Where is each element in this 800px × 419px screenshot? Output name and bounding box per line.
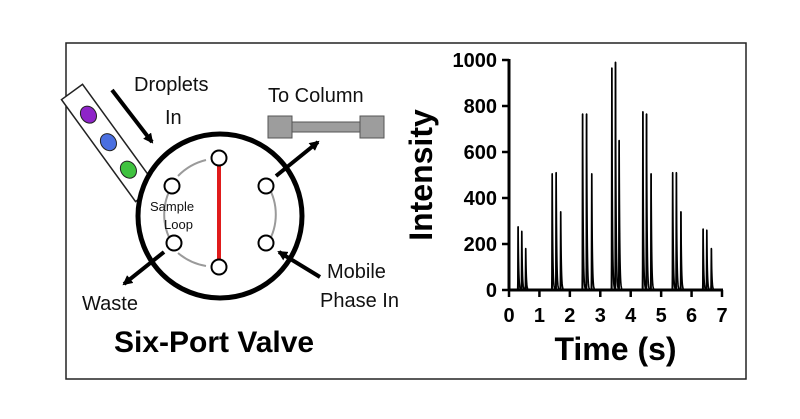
- x-tick-label: 7: [716, 305, 727, 327]
- column-cap-left: [267, 115, 293, 139]
- droplets-in-arrow: [110, 88, 154, 144]
- y-tick-label: 0: [486, 280, 497, 302]
- y-tick-label: 800: [464, 96, 497, 118]
- droplet-purple: [79, 105, 98, 124]
- droplets-in-label-line2: In: [165, 107, 182, 129]
- x-tick-label: 2: [564, 305, 575, 327]
- x-tick-label: 1: [534, 305, 545, 327]
- sample-loop-label-line2: Loop: [164, 217, 193, 232]
- mobile-phase-in-arrow: [277, 250, 322, 279]
- droplet-green: [119, 160, 137, 179]
- valve-port-top: [210, 149, 228, 167]
- x-tick-label: 6: [686, 305, 697, 327]
- y-ticks: 0 200 400 600 800 1000: [453, 50, 509, 302]
- valve-port-upper-right: [257, 177, 275, 195]
- waste-arrow: [122, 250, 166, 286]
- droplets-in-label-line1: Droplets: [134, 74, 208, 96]
- x-tick-label: 4: [625, 305, 637, 327]
- to-column-label: To Column: [268, 85, 364, 107]
- y-tick-label: 1000: [453, 50, 498, 72]
- x-tick-label: 3: [595, 305, 606, 327]
- valve-groove-top: [177, 159, 207, 177]
- y-tick-label: 400: [464, 188, 497, 210]
- figure-frame: [65, 42, 747, 380]
- valve-port-upper-left: [163, 177, 181, 195]
- valve-groove-bottom: [177, 252, 207, 267]
- to-column-arrow: [274, 140, 320, 178]
- waste-label: Waste: [82, 293, 138, 315]
- column-body: [291, 121, 361, 133]
- valve-port-lower-right: [257, 234, 275, 252]
- x-tick-label: 5: [656, 305, 667, 327]
- column-tube: [267, 115, 385, 139]
- peak-marks: [517, 62, 713, 290]
- valve-port-lower-left: [165, 234, 183, 252]
- y-tick-label: 200: [464, 234, 497, 256]
- six-port-valve-diagram: Droplets In To Column Sample Loop: [60, 74, 399, 359]
- droplet-blue: [99, 133, 117, 152]
- x-tick-label: 0: [503, 305, 514, 327]
- valve-port-bottom: [210, 258, 228, 276]
- sample-loop-label-line1: Sample: [150, 199, 194, 214]
- x-axis-label: Time (s): [554, 331, 676, 367]
- mobile-phase-label-line1: Mobile: [327, 261, 386, 283]
- column-cap-right: [359, 115, 385, 139]
- y-tick-label: 600: [464, 142, 497, 164]
- mobile-phase-label-line2: Phase In: [320, 290, 399, 312]
- droplet-tube: [60, 83, 158, 203]
- y-axis-label: Intensity: [403, 109, 439, 241]
- diagram-title: Six-Port Valve: [114, 326, 314, 359]
